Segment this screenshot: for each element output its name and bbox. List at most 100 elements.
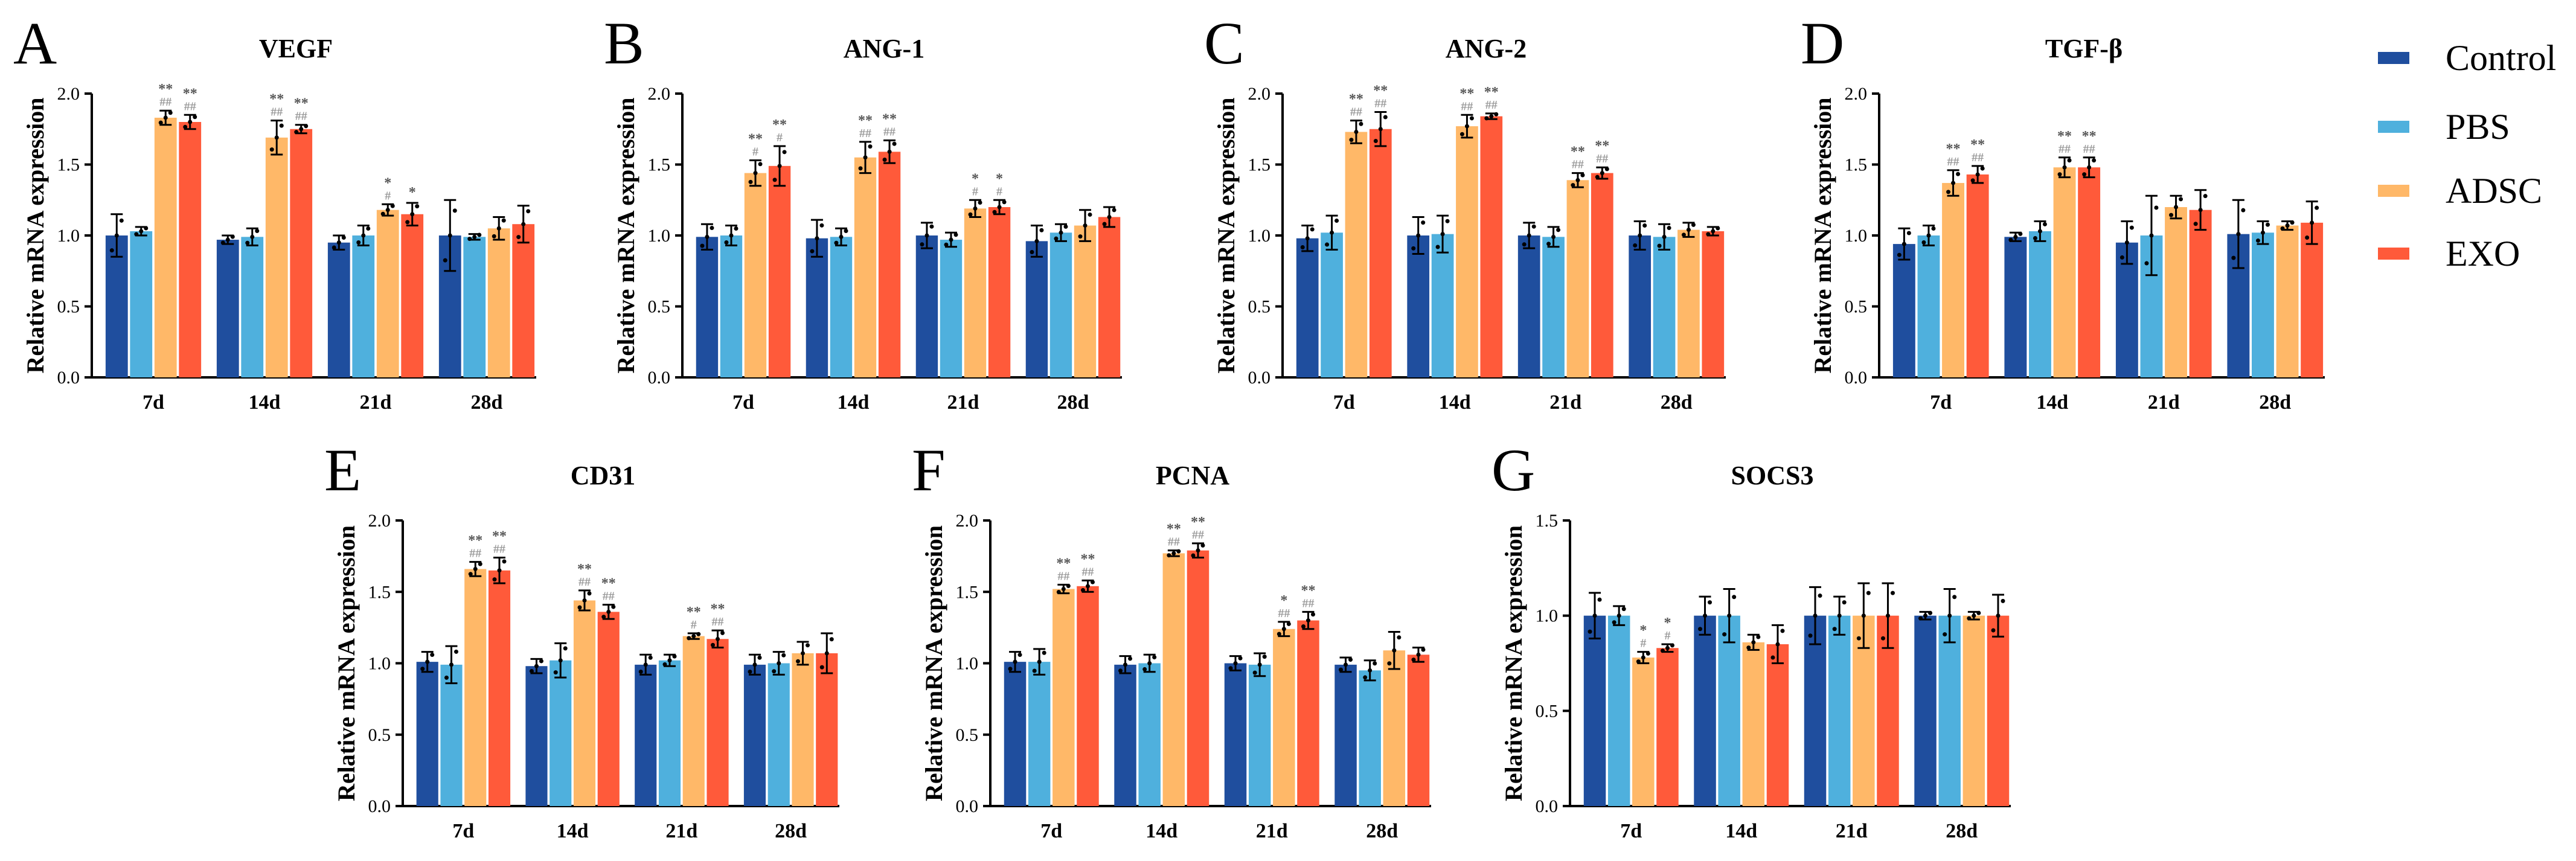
data-point <box>1842 600 1847 605</box>
data-point <box>1657 243 1662 248</box>
data-point <box>1665 645 1670 650</box>
bar-exo <box>816 653 838 806</box>
x-tick-label: 28d <box>2259 391 2291 414</box>
bar-exo <box>1098 217 1121 377</box>
data-point <box>1017 653 1022 658</box>
data-point <box>1354 129 1359 134</box>
bar-exo <box>2078 167 2101 377</box>
chart-title: SOCS3 <box>1731 461 1814 490</box>
data-point <box>829 637 834 642</box>
data-point <box>497 568 502 573</box>
data-point <box>1575 178 1580 182</box>
data-point <box>2082 172 2087 177</box>
data-point <box>1200 543 1205 548</box>
data-point <box>134 232 139 237</box>
data-point <box>2149 233 2154 238</box>
significance-star: ** <box>1349 92 1363 107</box>
bar-pbs <box>1938 615 1961 806</box>
data-point <box>1861 613 1866 618</box>
data-point <box>1527 233 1531 238</box>
legend-label-pbs: PBS <box>2446 107 2510 147</box>
data-point <box>1339 667 1344 672</box>
panel-letter: G <box>1491 437 1535 504</box>
bar-exo <box>1987 615 2010 806</box>
data-point <box>1732 595 1737 600</box>
significance-hash: ## <box>1081 565 1094 578</box>
data-point <box>1756 635 1761 639</box>
data-point <box>1633 243 1638 248</box>
chart-title: ANG-2 <box>1446 34 1527 63</box>
legend-swatch-adsc <box>2378 185 2409 197</box>
data-point <box>753 171 758 176</box>
bar-adsc <box>1074 225 1097 377</box>
data-point <box>687 636 691 641</box>
data-point <box>997 205 1002 210</box>
data-point <box>729 233 734 238</box>
data-point <box>601 615 606 619</box>
x-tick-label: 21d <box>1836 820 1868 842</box>
significance-hash: ## <box>883 126 896 139</box>
data-point <box>2154 205 2159 210</box>
data-point <box>1970 178 1975 183</box>
significance-star: ** <box>748 131 763 147</box>
data-point <box>2280 226 2285 231</box>
data-point <box>1469 116 1474 121</box>
significance-hash: ## <box>859 127 871 140</box>
data-point <box>667 658 672 663</box>
data-point <box>1751 640 1756 645</box>
bar-control <box>1025 241 1048 377</box>
data-point <box>1906 231 1911 235</box>
bar-pbs <box>830 237 853 377</box>
y-tick-label: 1.5 <box>368 582 391 602</box>
bar-adsc <box>1742 642 1765 806</box>
data-point <box>2124 240 2129 245</box>
chart-panel-g: G SOCS3 0.0 0.5 1.0 1.5 Relative mRNA expressi… <box>1491 437 2011 842</box>
y-axis-label: Relative mRNA expression <box>1809 98 1836 374</box>
data-point <box>587 591 592 596</box>
bar-control <box>1629 235 1652 377</box>
x-tick-label: 28d <box>471 391 503 414</box>
x-tick-label: 28d <box>1366 820 1398 842</box>
y-tick-label: 0.5 <box>1536 701 1559 721</box>
data-point <box>188 120 193 124</box>
data-point <box>1780 629 1785 633</box>
significance-star: * <box>1280 593 1287 609</box>
data-point <box>558 658 563 663</box>
data-point <box>1746 645 1751 650</box>
panel-letter: D <box>1801 10 1844 77</box>
y-tick-label: 2.0 <box>368 511 391 531</box>
y-tick-label: 0.0 <box>1248 368 1271 388</box>
data-point <box>1440 232 1445 237</box>
data-point <box>1078 234 1083 239</box>
significance-hash: ## <box>493 542 505 555</box>
data-point <box>1277 632 1281 636</box>
data-point <box>1902 242 1906 246</box>
data-point <box>1002 200 1007 205</box>
data-point <box>1818 594 1822 598</box>
bar-pbs <box>2029 231 2051 377</box>
data-point <box>1996 613 2001 618</box>
chart-panel-c: C ANG-2 0.0 0.5 1.0 1.5 2.0 Relative mRNA expre… <box>1204 10 1726 414</box>
data-point <box>1397 635 1402 640</box>
bar-control <box>1892 244 1915 377</box>
data-point <box>534 664 539 668</box>
data-point <box>299 127 304 132</box>
data-point <box>449 662 453 667</box>
bar-exo <box>1656 648 1679 806</box>
data-point <box>502 559 507 564</box>
data-point <box>1034 238 1039 243</box>
significance-hash: ## <box>1374 97 1386 110</box>
y-tick-label: 0.0 <box>648 368 671 388</box>
data-point <box>1946 190 1951 194</box>
data-point <box>1546 242 1551 246</box>
x-tick-label: 7d <box>732 391 754 414</box>
data-point <box>341 235 346 240</box>
significance-star: * <box>1639 623 1647 639</box>
data-point <box>929 224 934 229</box>
data-point <box>225 237 230 242</box>
data-point <box>1991 628 1996 633</box>
data-point <box>887 149 892 154</box>
data-point <box>748 179 753 184</box>
data-point <box>1885 613 1890 618</box>
data-point <box>1032 668 1037 673</box>
